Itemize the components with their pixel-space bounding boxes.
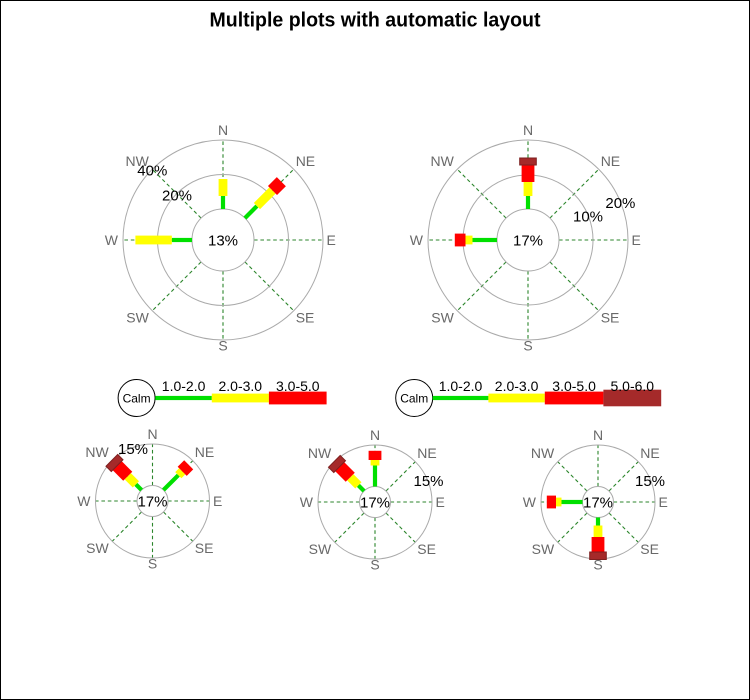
svg-text:17%: 17% [137, 494, 167, 511]
svg-text:W: W [410, 232, 424, 248]
svg-text:SE: SE [417, 541, 436, 557]
svg-text:5.0-6.0: 5.0-6.0 [611, 378, 655, 394]
svg-text:1.0-2.0: 1.0-2.0 [162, 378, 206, 394]
svg-text:SW: SW [532, 541, 555, 557]
svg-text:E: E [659, 494, 668, 510]
svg-text:S: S [593, 557, 602, 573]
svg-text:NE: NE [195, 444, 214, 460]
svg-text:2.0-3.0: 2.0-3.0 [219, 378, 263, 394]
svg-text:13%: 13% [208, 233, 238, 250]
svg-text:N: N [523, 122, 533, 138]
svg-text:Calm: Calm [400, 392, 428, 406]
svg-text:W: W [77, 493, 91, 509]
svg-text:NE: NE [601, 153, 620, 169]
svg-text:Multiple plots with automatic: Multiple plots with automatic layout [210, 10, 541, 32]
svg-text:40%: 40% [137, 163, 167, 180]
svg-text:17%: 17% [513, 233, 543, 250]
svg-text:S: S [218, 338, 227, 354]
svg-text:NW: NW [308, 445, 332, 461]
svg-text:SW: SW [86, 540, 109, 556]
svg-text:SE: SE [296, 309, 315, 325]
svg-text:SW: SW [309, 541, 332, 557]
svg-text:NW: NW [125, 153, 149, 169]
svg-text:SE: SE [640, 541, 659, 557]
svg-text:NW: NW [531, 445, 555, 461]
svg-text:S: S [523, 338, 532, 354]
svg-text:SE: SE [195, 540, 214, 556]
svg-text:15%: 15% [635, 473, 665, 490]
svg-text:3.0-5.0: 3.0-5.0 [276, 378, 320, 394]
svg-text:20%: 20% [605, 195, 635, 212]
svg-text:E: E [213, 493, 222, 509]
svg-text:N: N [218, 122, 228, 138]
svg-text:NE: NE [296, 153, 315, 169]
svg-text:NE: NE [417, 445, 436, 461]
svg-text:NW: NW [85, 444, 109, 460]
svg-text:2.0-3.0: 2.0-3.0 [495, 378, 539, 394]
svg-text:E: E [327, 232, 336, 248]
svg-text:NE: NE [640, 445, 659, 461]
svg-text:15%: 15% [118, 441, 148, 458]
svg-text:NW: NW [430, 153, 454, 169]
svg-text:W: W [523, 494, 537, 510]
svg-text:17%: 17% [360, 495, 390, 512]
svg-text:W: W [300, 494, 314, 510]
svg-text:10%: 10% [573, 209, 603, 226]
svg-text:15%: 15% [413, 473, 443, 490]
svg-text:N: N [370, 427, 380, 443]
svg-text:SW: SW [126, 309, 149, 325]
svg-text:S: S [370, 557, 379, 573]
svg-text:S: S [148, 556, 157, 572]
svg-text:1.0-2.0: 1.0-2.0 [439, 378, 483, 394]
svg-text:Calm: Calm [123, 392, 151, 406]
svg-text:17%: 17% [583, 495, 613, 512]
svg-text:3.0-5.0: 3.0-5.0 [552, 378, 596, 394]
svg-text:N: N [147, 426, 157, 442]
svg-text:SW: SW [431, 309, 454, 325]
svg-text:E: E [436, 494, 445, 510]
svg-text:W: W [105, 232, 119, 248]
svg-text:E: E [632, 232, 641, 248]
svg-text:20%: 20% [162, 187, 192, 204]
svg-text:SE: SE [601, 309, 620, 325]
svg-text:N: N [593, 427, 603, 443]
